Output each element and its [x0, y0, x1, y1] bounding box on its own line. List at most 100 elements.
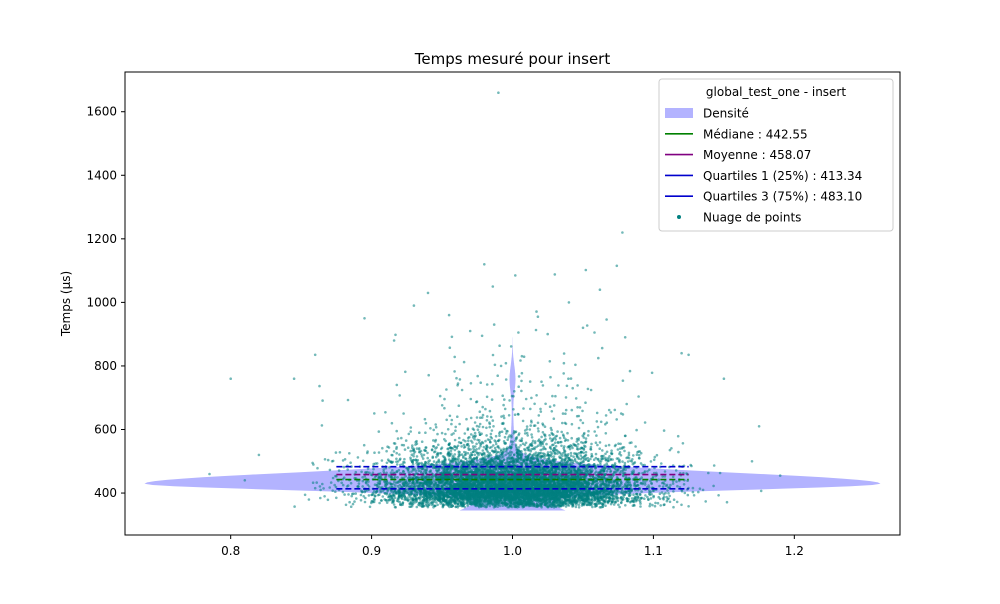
- scatter-point: [622, 475, 625, 478]
- scatter-point: [485, 427, 488, 430]
- scatter-point: [316, 467, 319, 470]
- scatter-point: [460, 442, 463, 445]
- scatter-point: [622, 413, 625, 416]
- scatter-point: [590, 443, 593, 446]
- scatter-point: [399, 464, 402, 467]
- scatter-point: [381, 447, 384, 450]
- scatter-point: [324, 458, 327, 461]
- scatter-point: [560, 445, 563, 448]
- scatter-point: [644, 421, 647, 424]
- scatter-point: [524, 452, 527, 455]
- scatter-point: [377, 494, 380, 497]
- scatter-point: [658, 485, 661, 488]
- scatter-point: [625, 403, 628, 406]
- scatter-point: [533, 403, 536, 406]
- scatter-point: [426, 452, 429, 455]
- scatter-point: [511, 443, 514, 446]
- scatter-point: [682, 442, 685, 445]
- scatter-point: [418, 431, 421, 434]
- scatter-point: [517, 413, 520, 416]
- scatter-point: [519, 444, 522, 447]
- scatter-point: [510, 345, 513, 348]
- scatter-point: [502, 404, 505, 407]
- scatter-point: [659, 498, 662, 501]
- scatter-point: [675, 469, 678, 472]
- scatter-point: [490, 436, 493, 439]
- scatter-point: [646, 470, 649, 473]
- scatter-point: [319, 485, 322, 488]
- scatter-point: [410, 470, 413, 473]
- scatter-point: [616, 476, 619, 479]
- scatter-point: [311, 462, 314, 465]
- scatter-point: [570, 454, 573, 457]
- scatter-point: [571, 505, 574, 508]
- scatter-point: [563, 362, 566, 365]
- scatter-point: [346, 468, 349, 471]
- scatter-point: [400, 437, 403, 440]
- scatter-point: [443, 407, 446, 410]
- scatter-point: [521, 355, 524, 358]
- scatter-point: [613, 503, 616, 506]
- scatter-point: [632, 469, 635, 472]
- scatter-point: [660, 462, 663, 465]
- scatter-point: [393, 450, 396, 453]
- scatter-point: [530, 450, 533, 453]
- scatter-point: [648, 505, 651, 508]
- scatter-point: [595, 434, 598, 437]
- scatter-point: [504, 408, 507, 411]
- scatter-point: [513, 390, 516, 393]
- scatter-point: [486, 383, 489, 386]
- scatter-point: [372, 468, 375, 471]
- scatter-point: [617, 504, 620, 507]
- scatter-point: [526, 428, 529, 431]
- scatter-point: [579, 419, 582, 422]
- scatter-point: [334, 490, 337, 493]
- scatter-point: [540, 380, 543, 383]
- scatter-point: [433, 460, 436, 463]
- scatter-point: [398, 453, 401, 456]
- scatter-point: [408, 433, 411, 436]
- scatter-point: [538, 414, 541, 417]
- scatter-point: [572, 455, 575, 458]
- scatter-point: [492, 419, 495, 422]
- scatter-point: [509, 450, 512, 453]
- scatter-point: [535, 310, 538, 313]
- scatter-point: [432, 439, 435, 442]
- scatter-point: [476, 416, 479, 419]
- scatter-point: [335, 451, 338, 454]
- scatter-point: [535, 451, 538, 454]
- scatter-point: [458, 404, 461, 407]
- scatter-point: [667, 492, 670, 495]
- scatter-point: [578, 427, 581, 430]
- scatter-point: [628, 452, 631, 455]
- scatter-point: [529, 380, 532, 383]
- scatter-point: [533, 448, 536, 451]
- scatter-point: [385, 450, 388, 453]
- scatter-point: [549, 437, 552, 440]
- scatter-point: [529, 428, 532, 431]
- scatter-point: [632, 493, 635, 496]
- scatter-point: [427, 374, 430, 377]
- scatter-point: [712, 485, 715, 488]
- scatter-point: [577, 443, 580, 446]
- scatter-point: [598, 447, 601, 450]
- scatter-point: [599, 441, 602, 444]
- scatter-point: [449, 454, 452, 457]
- scatter-point: [501, 394, 504, 397]
- scatter-point: [481, 335, 484, 338]
- scatter-point: [391, 486, 394, 489]
- scatter-point: [360, 494, 363, 497]
- scatter-point: [632, 504, 635, 507]
- scatter-point: [578, 506, 581, 509]
- scatter-point: [565, 409, 568, 412]
- scatter-point: [644, 494, 647, 497]
- scatter-point: [454, 426, 457, 429]
- scatter-point: [335, 497, 338, 500]
- scatter-point: [579, 406, 582, 409]
- scatter-point: [601, 449, 604, 452]
- scatter-point: [451, 419, 454, 422]
- scatter-point: [629, 370, 632, 373]
- scatter-point: [459, 378, 462, 381]
- scatter-point: [549, 405, 552, 408]
